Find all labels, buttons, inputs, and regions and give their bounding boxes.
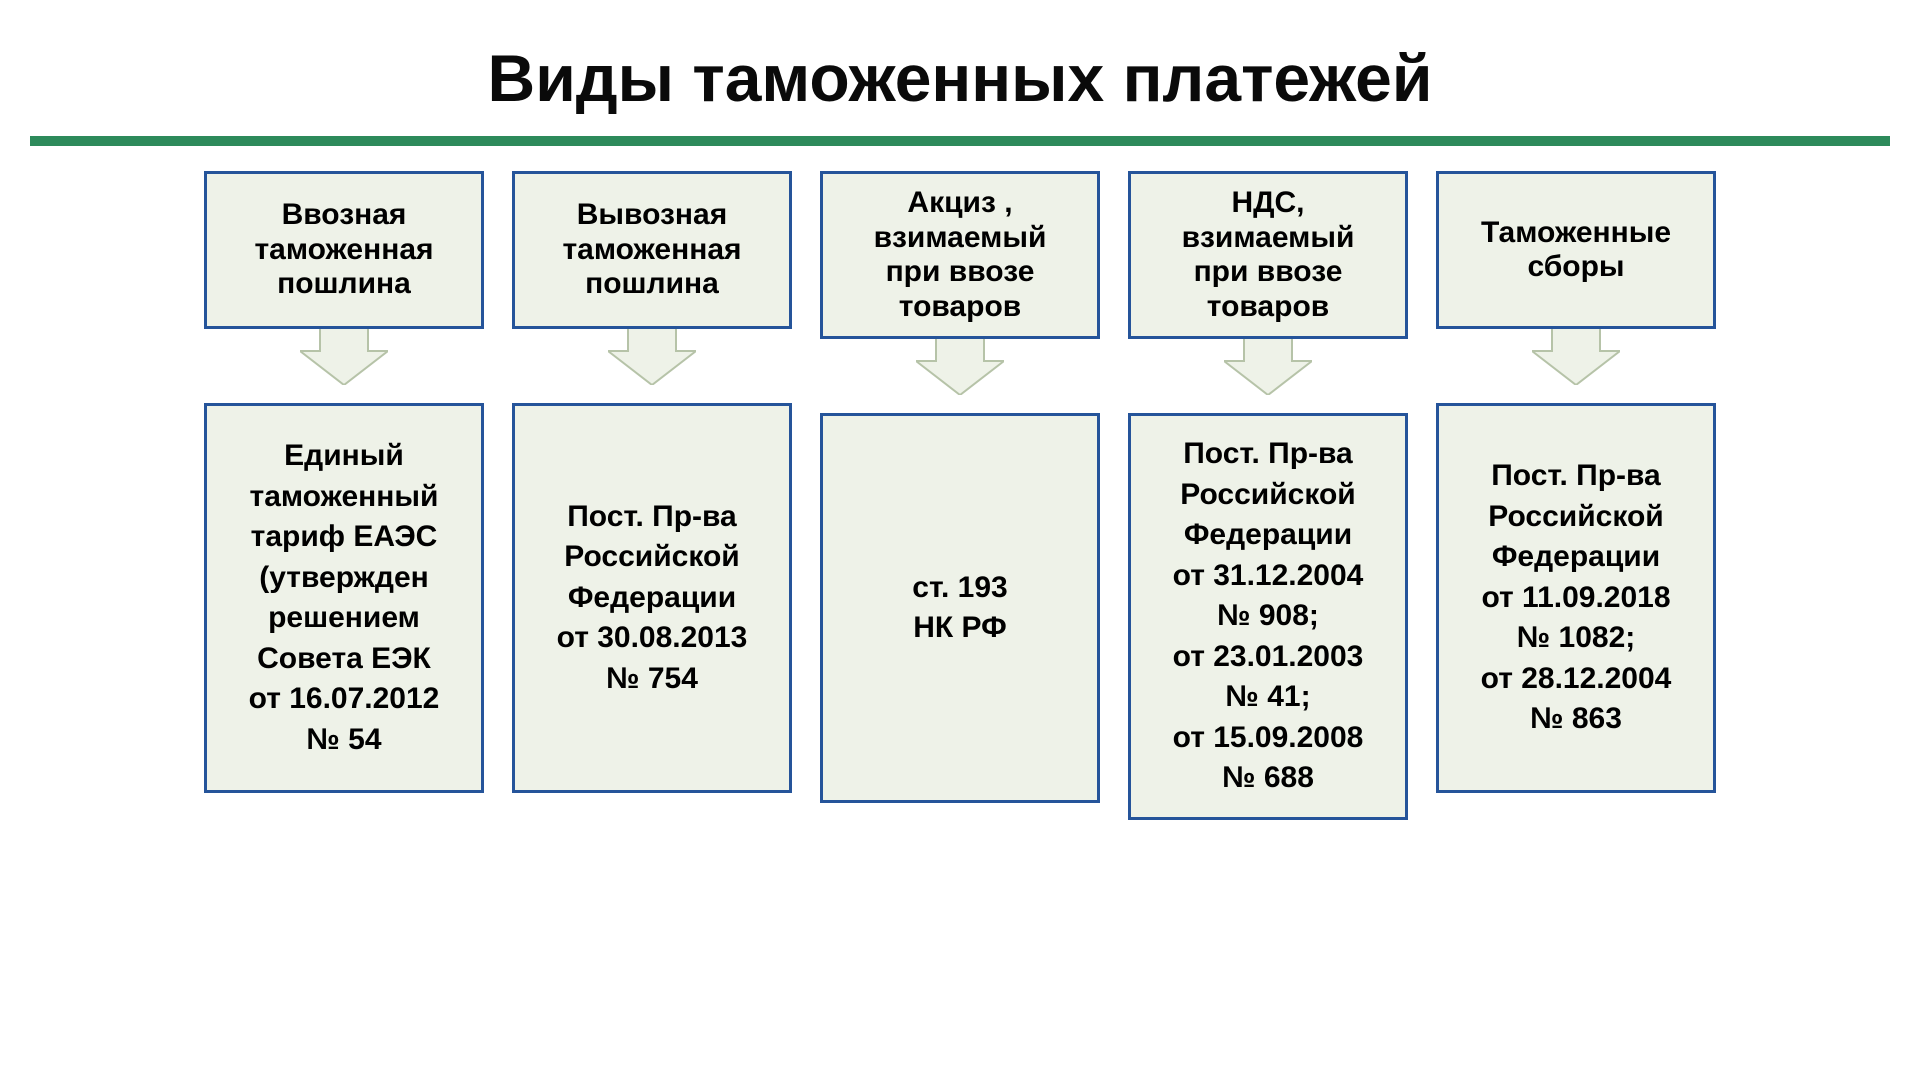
column: Ввозная таможенная пошлина Единый таможен…	[204, 171, 484, 793]
column: Вывозная таможенная пошлина Пост. Пр-ва Р…	[512, 171, 792, 793]
column: НДС, взимаемый при ввозе товаров Пост. Пр…	[1128, 171, 1408, 820]
column: Акциз , взимаемый при ввозе товаров ст. 1…	[820, 171, 1100, 803]
header-box: Вывозная таможенная пошлина	[512, 171, 792, 329]
header-box: Таможенные сборы	[1436, 171, 1716, 329]
body-box: Пост. Пр-ва Российской Федерации от 11.0…	[1436, 403, 1716, 793]
body-box: ст. 193 НК РФ	[820, 413, 1100, 803]
body-box: Пост. Пр-ва Российской Федерации от 31.1…	[1128, 413, 1408, 820]
down-arrow-icon	[204, 327, 484, 385]
column: Таможенные сборы Пост. Пр-ва Российской Ф…	[1436, 171, 1716, 793]
down-arrow-icon	[512, 327, 792, 385]
columns-container: Ввозная таможенная пошлина Единый таможен…	[30, 171, 1890, 820]
body-box: Пост. Пр-ва Российской Федерации от 30.0…	[512, 403, 792, 793]
page-title: Виды таможенных платежей	[30, 30, 1890, 136]
header-box: Ввозная таможенная пошлина	[204, 171, 484, 329]
header-box: НДС, взимаемый при ввозе товаров	[1128, 171, 1408, 339]
title-underline	[30, 136, 1890, 146]
down-arrow-icon	[1128, 337, 1408, 395]
down-arrow-icon	[820, 337, 1100, 395]
down-arrow-icon	[1436, 327, 1716, 385]
header-box: Акциз , взимаемый при ввозе товаров	[820, 171, 1100, 339]
body-box: Единый таможенный тариф ЕАЭС (утвержден …	[204, 403, 484, 793]
